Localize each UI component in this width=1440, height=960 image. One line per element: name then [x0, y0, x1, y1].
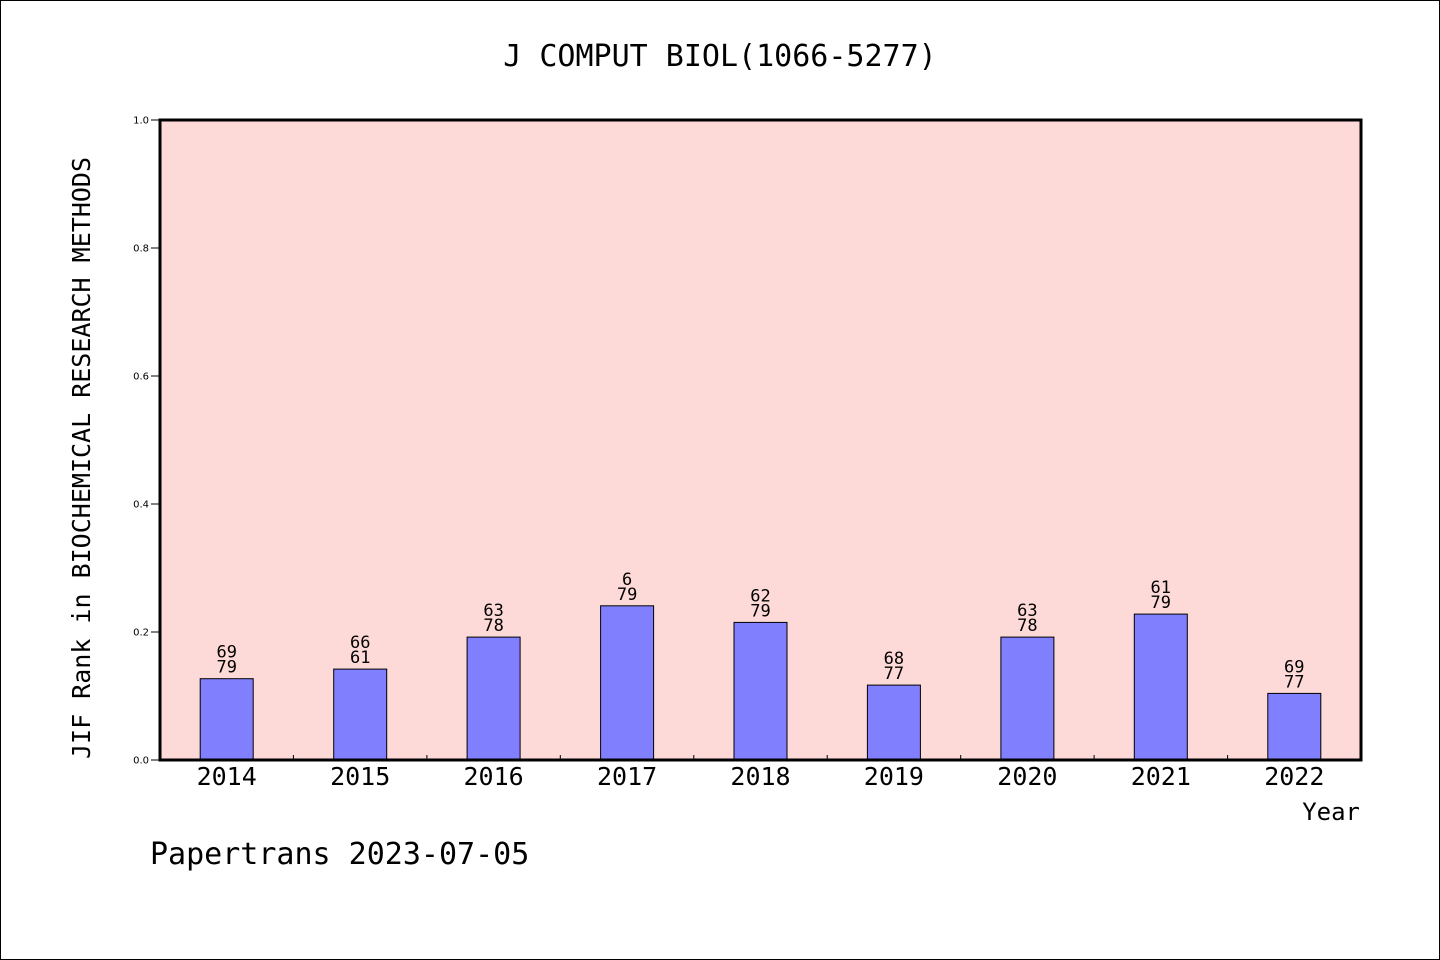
bar-label-rank-2021: 61	[1151, 578, 1171, 598]
bar-label-rank-2018: 62	[750, 586, 770, 606]
bar-label-total-2015: 61	[350, 648, 370, 668]
bar-2015	[333, 668, 388, 761]
bar-label-rank-2019: 68	[884, 649, 904, 669]
bar-label-total-2020: 78	[1017, 616, 1037, 636]
bar-label-rank-2015: 66	[350, 633, 370, 653]
bars-group	[199, 605, 1322, 761]
bar-label-total-2016: 78	[483, 616, 503, 636]
y-tick-label-1.0: 1.0	[133, 116, 149, 127]
x-tick-label-2022: 2022	[1264, 762, 1324, 791]
bar-label-rank-2020: 63	[1017, 601, 1037, 621]
bar-label-total-2017: 79	[617, 585, 637, 605]
chart-title: J COMPUT BIOL(1066-5277)	[503, 39, 936, 74]
bar-label-total-2014: 79	[216, 658, 236, 678]
x-tick-label-2019: 2019	[864, 762, 924, 791]
bar-2022	[1267, 692, 1322, 761]
y-tick-label-0.4: 0.4	[133, 500, 149, 511]
y-tick-label-0.0: 0.0	[133, 756, 149, 767]
x-axis: 2014 2015 2016 2017 2018 2019 2020 2021 2022	[197, 755, 1324, 791]
bar-2016	[466, 636, 521, 761]
bar-label-total-2021: 79	[1151, 593, 1171, 613]
y-axis-label: JIF Rank in BIOCHEMICAL RESEARCH METHODS	[67, 157, 96, 759]
y-tick-label-0.6: 0.6	[133, 372, 149, 383]
x-tick-label-2018: 2018	[730, 762, 790, 791]
bar-label-rank-2022: 69	[1284, 657, 1304, 677]
x-tick-label-2021: 2021	[1131, 762, 1191, 791]
x-tick-label-2017: 2017	[597, 762, 657, 791]
y-axis: 0.0 0.2 0.4 0.6 0.8 1.0	[133, 116, 160, 767]
x-tick-label-2014: 2014	[197, 762, 257, 791]
plot-border	[158, 118, 1363, 762]
bar-label-rank-2014: 69	[216, 643, 236, 663]
bar-2021	[1133, 613, 1188, 761]
bar-2014	[199, 678, 254, 761]
footer-credit: Papertrans 2023-07-05	[150, 837, 529, 872]
y-tick-label-0.8: 0.8	[133, 244, 149, 255]
bar-label-total-2022: 77	[1284, 672, 1304, 692]
x-tick-label-2020: 2020	[997, 762, 1057, 791]
x-tick-label-2015: 2015	[330, 762, 390, 791]
bar-2020	[1000, 636, 1055, 761]
x-tick-label-2016: 2016	[463, 762, 523, 791]
bar-2019	[866, 684, 921, 761]
y-tick-label-0.2: 0.2	[133, 628, 149, 639]
x-axis-label: Year	[1302, 798, 1360, 826]
bar-label-total-2018: 79	[750, 601, 770, 621]
bar-2018	[733, 621, 788, 761]
bar-label-rank-2016: 63	[483, 601, 503, 621]
bar-2017	[600, 605, 655, 761]
bar-label-rank-2017: 6	[622, 570, 632, 590]
bar-label-total-2019: 77	[884, 664, 904, 684]
